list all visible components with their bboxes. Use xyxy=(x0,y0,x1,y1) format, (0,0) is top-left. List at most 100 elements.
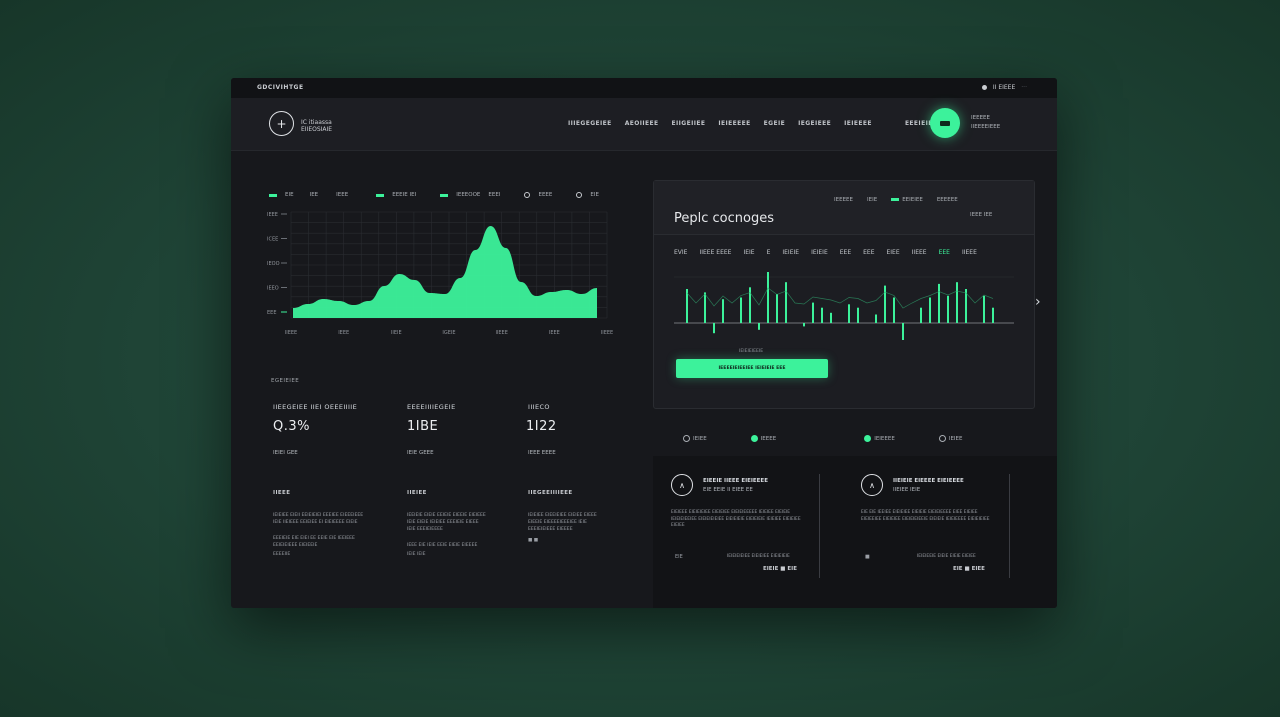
column-line: IEEE EIE IEIE EEIE EIEIE EIEEEE xyxy=(407,543,478,548)
nav-item[interactable]: IEIEEEE xyxy=(844,120,872,127)
nav-item[interactable]: EEEIEIEEE xyxy=(904,120,942,127)
y-tick-label: ICEE xyxy=(267,237,278,243)
panel-filter-item[interactable]: EIEE xyxy=(886,249,900,256)
panel-header xyxy=(654,181,1034,235)
panel-filter-item[interactable]: IEIE xyxy=(743,249,755,256)
logo-plus-icon[interactable]: + xyxy=(269,111,294,136)
legend-ring-icon xyxy=(524,192,531,198)
info-card[interactable]: ∧ EIEEIE IIEEE EIEIEEEE EIE EEIE II EIEE… xyxy=(671,474,821,578)
stat-sub: IEIEI GEE xyxy=(273,450,298,456)
bar xyxy=(686,289,688,323)
chevron-right-icon[interactable]: › xyxy=(1035,294,1041,310)
legend-label[interactable]: EEEE xyxy=(538,192,553,198)
legend-label[interactable]: EIE xyxy=(285,192,294,198)
panel-filter-item[interactable]: EEE xyxy=(863,249,875,256)
stat-value: 1I22 xyxy=(526,419,557,434)
y-tick-label: IEEE xyxy=(267,212,278,218)
card-divider xyxy=(1009,474,1010,578)
bar xyxy=(929,297,931,323)
bar xyxy=(812,302,814,323)
column-text: IEIEIEE EIEII EEIEIEIEI EEEIEE EIEEEIEEE… xyxy=(273,512,378,558)
location-pin-icon[interactable] xyxy=(981,85,987,90)
bar xyxy=(902,323,904,340)
card-footer-right[interactable]: EIEIE ■ EIE xyxy=(763,566,797,572)
x-tick-label: IEEE xyxy=(338,330,349,336)
nav-item[interactable]: EGEIE xyxy=(763,120,786,127)
panel-tab-active[interactable]: EEIEIEE xyxy=(891,197,923,203)
title-bar-label[interactable]: II EIEEE xyxy=(992,84,1016,91)
stat-value: Q.3% xyxy=(273,419,310,434)
panel-tab-label: EEIEIEE xyxy=(902,197,923,203)
card-icon xyxy=(940,120,950,126)
primary-action-button[interactable] xyxy=(930,108,960,138)
panel-tab[interactable]: IEEEEE xyxy=(834,197,853,203)
nav-item[interactable]: IIIEGEGEIEE xyxy=(568,120,612,127)
nav-item[interactable]: IEGEIEEE xyxy=(798,120,832,127)
panel-filter-item[interactable]: IEIEIE xyxy=(782,249,800,256)
legend-label[interactable]: EIE xyxy=(590,192,599,198)
column-line: IEEIEIE EIEIE EEIEIE EIEEIE EIEIEEE xyxy=(407,513,486,518)
column-line: IEIE IIEIEEE EEIEIEE EI EIEIEEEE EIEIE xyxy=(273,520,358,525)
y-tick-label: IEEO xyxy=(267,286,279,292)
nav-item[interactable]: IEIEEEEE xyxy=(718,120,751,127)
footer-item[interactable]: IEIEE xyxy=(938,435,963,442)
legend-label[interactable]: IEE xyxy=(309,192,319,198)
tab-swatch xyxy=(891,198,900,201)
caret-up-icon: ∧ xyxy=(671,474,693,496)
area-chart-legend: EIE IEE IEEE EEEIE IEI IEEEOOE EEEI EEEE… xyxy=(269,192,599,198)
panel-tab[interactable]: IEIE xyxy=(867,197,878,203)
area-series xyxy=(293,226,597,318)
panel-filter-item[interactable]: E xyxy=(766,249,771,256)
legend-label[interactable]: EEEIE IEI xyxy=(392,192,417,198)
card-title: EIEEIE IIEEE EIEIEEEE xyxy=(703,478,768,484)
card-divider xyxy=(819,474,820,578)
column-line[interactable]: ■ ■ xyxy=(528,538,539,543)
panel-filter-item[interactable]: EVIE xyxy=(674,249,688,256)
nav-item[interactable]: EIIGEIIEE xyxy=(671,120,706,127)
x-tick-label: IGEIE xyxy=(442,330,455,336)
panel-footer: IEIEE IEEEE IEIEEEE IEIEE xyxy=(683,435,963,442)
footer-item[interactable]: IEIEEEE xyxy=(864,435,895,442)
legend-label[interactable]: EEEI xyxy=(488,192,501,198)
panel-title: Peplc cocnoges xyxy=(674,211,774,226)
x-tick-label: IIEIE xyxy=(391,330,402,336)
panel-tab[interactable]: EEEEEE xyxy=(936,197,958,203)
bar xyxy=(713,323,715,334)
bar-chart xyxy=(674,272,1014,340)
footer-item[interactable]: IEIEE xyxy=(683,435,707,442)
bar xyxy=(893,297,895,323)
panel-filter-item[interactable]: IIEEE xyxy=(961,249,977,256)
panel-filter-item[interactable]: IIEEE EEEE xyxy=(699,249,732,256)
panel-filter-item[interactable]: EEE xyxy=(938,249,950,256)
footer-item[interactable]: IEEEE xyxy=(750,435,776,442)
column-line: IEIE EIEIE IEIEIEE EEEIEIE EIEEE xyxy=(407,520,479,525)
card-footer-left: ■ xyxy=(865,554,870,560)
panel-small-label: IEIEIEIEEIE xyxy=(739,349,764,354)
panel-filter-item[interactable]: IIEEE xyxy=(911,249,927,256)
bar xyxy=(992,307,994,323)
user-info[interactable]: IEEEEE IIEEEEIEEE xyxy=(971,114,1000,132)
panel-filter-item[interactable]: EEE xyxy=(839,249,852,256)
bar xyxy=(956,282,958,323)
column-line: EEEEIIE xyxy=(273,552,291,557)
legend-label[interactable]: IEEE xyxy=(336,192,349,198)
bar xyxy=(803,323,805,327)
dot-icon xyxy=(750,435,758,442)
nav-menu: IIIEGEGEIEE AEOIIEEE EIIGEIIEE IEIEEEEE … xyxy=(568,120,942,127)
info-card[interactable]: ∧ IIEIEIE EIEEEE EIEIEEEE IIEIEE IEIE EI… xyxy=(861,474,1011,578)
card-footer-right[interactable]: EIE ■ EIEE xyxy=(953,566,985,572)
nav-item[interactable]: AEOIIEEE xyxy=(624,120,659,127)
panel-tabs: IEEEEE IEIE EEIEIEE EEEEEE xyxy=(834,197,958,203)
x-tick-label: IIEEE xyxy=(285,330,297,336)
logo-text: IC itiaassa EIIEOSIAIE xyxy=(301,119,332,133)
column-line: EEEIEIEIEEE EIEEEE xyxy=(528,527,573,532)
column-line: EIEEIE EIEEEEIEEEIEE IEIE xyxy=(528,520,587,525)
panel-filter-item[interactable]: IEIEIE xyxy=(811,249,828,256)
stats-caption: EGEIEIEE xyxy=(271,378,300,384)
bar xyxy=(758,323,760,330)
more-icon[interactable]: ··· xyxy=(1021,84,1027,91)
panel-action-button[interactable]: IEEEEIEIEEIEE IEIEIEIE EEE xyxy=(676,359,828,378)
main-navbar: + IC itiaassa EIIEOSIAIE IIIEGEGEIEE AEO… xyxy=(231,98,1057,151)
legend-label[interactable]: IEEEOOE xyxy=(456,192,481,198)
card-footer-left: EIE xyxy=(675,554,683,560)
